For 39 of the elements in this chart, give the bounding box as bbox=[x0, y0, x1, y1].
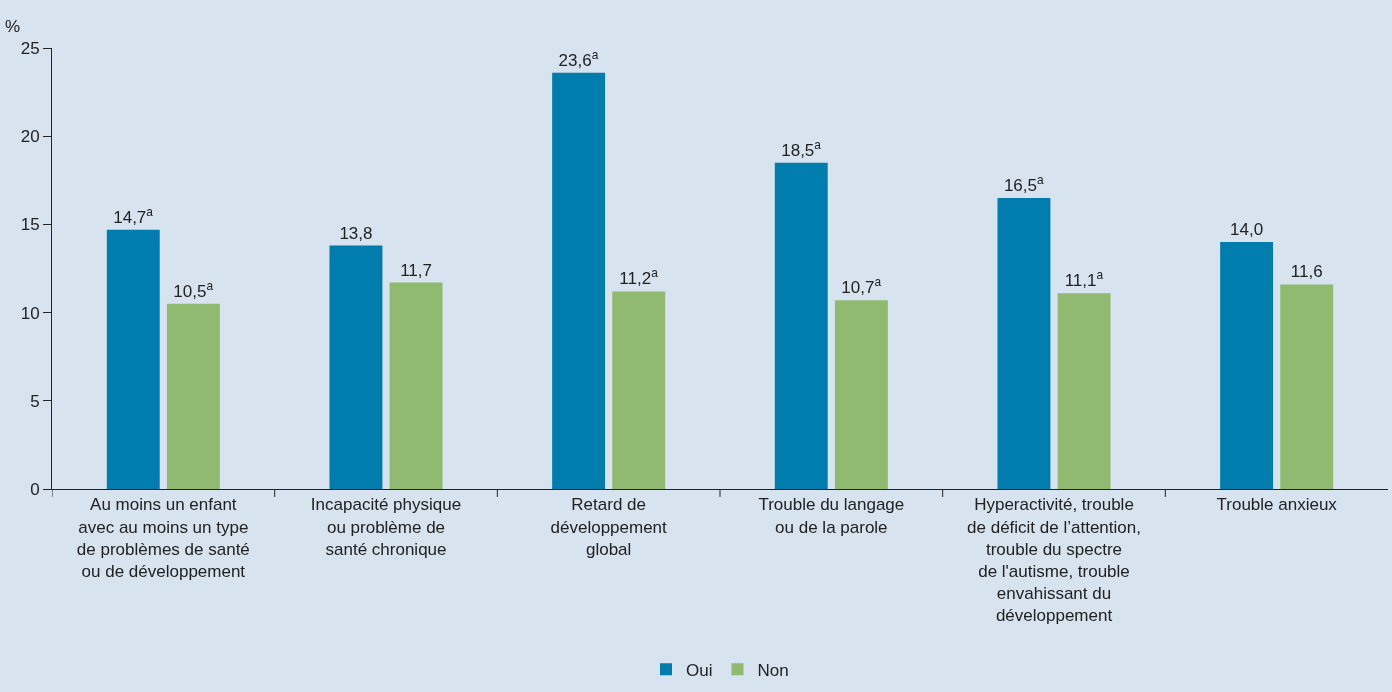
bar bbox=[1057, 293, 1111, 489]
bar bbox=[997, 197, 1051, 489]
y-tick-label: 5 bbox=[30, 391, 40, 411]
data-label: 10,5$^{a}$ bbox=[173, 278, 214, 301]
data-label: 11,2$^{a}$ bbox=[619, 266, 659, 289]
legend-label: Non bbox=[757, 660, 789, 680]
data-label: 13,8 bbox=[339, 223, 373, 243]
bar bbox=[612, 291, 666, 489]
y-axis-title: % bbox=[5, 17, 21, 36]
data-label: 11,1$^{a}$ bbox=[1064, 268, 1104, 291]
data-label: 23,6$^{a}$ bbox=[558, 47, 599, 70]
bar bbox=[329, 245, 383, 489]
bar bbox=[106, 229, 160, 489]
data-label: 10,7$^{a}$ bbox=[841, 275, 882, 298]
data-label: 18,5$^{a}$ bbox=[781, 137, 822, 160]
bar bbox=[389, 282, 443, 489]
x-tick-label: Au moins un enfant avec au moins un type de problèmes de santé ou de développement bbox=[76, 495, 250, 581]
bar bbox=[774, 162, 828, 489]
data-label: 11,6 bbox=[1290, 262, 1323, 282]
bar bbox=[1220, 242, 1274, 489]
data-label: 16,5$^{a}$ bbox=[1003, 172, 1044, 195]
x-tick-label: Trouble anxieux bbox=[1216, 495, 1338, 515]
y-tick-label: 0 bbox=[30, 479, 40, 499]
x-tick-label: Trouble du langage ou de la parole bbox=[758, 495, 905, 537]
bar bbox=[166, 303, 220, 489]
data-label: 14,7$^{a}$ bbox=[113, 204, 154, 227]
data-label: 11,7 bbox=[400, 260, 432, 280]
y-tick-label: 10 bbox=[20, 303, 40, 323]
bar bbox=[834, 300, 888, 489]
x-tick-label: Retard de développement global bbox=[550, 495, 668, 559]
bar bbox=[552, 72, 606, 489]
y-tick-label: 20 bbox=[20, 127, 40, 147]
data-label: 14,0 bbox=[1230, 220, 1264, 240]
x-tick-label: Hyperactivité, trouble de déficit de l’attention, trouble du spectre de l'autisme, trouble envahissant du développement bbox=[967, 495, 1141, 625]
legend-label: Oui bbox=[686, 660, 713, 680]
y-tick-label: 25 bbox=[20, 38, 40, 58]
x-tick-label: Incapacité physique ou problème de santé chronique bbox=[310, 495, 462, 559]
bar bbox=[1280, 284, 1334, 489]
y-tick-label: 15 bbox=[20, 215, 40, 235]
